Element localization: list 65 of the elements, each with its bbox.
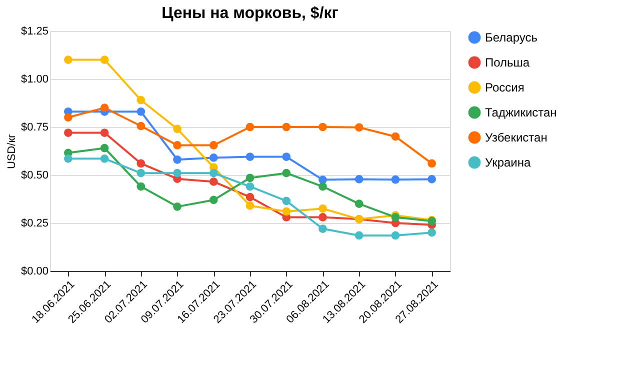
point	[209, 178, 218, 186]
y-axis-title: USD/кг	[6, 134, 18, 170]
point	[209, 141, 218, 150]
point	[354, 200, 364, 208]
legend-label: Беларусь	[485, 30, 538, 44]
y-tick-label: $0.75	[20, 122, 48, 134]
point	[282, 122, 291, 132]
point	[136, 96, 146, 104]
point	[136, 107, 146, 116]
point	[100, 128, 109, 137]
point	[173, 168, 182, 178]
point	[428, 228, 436, 237]
point	[64, 56, 72, 64]
point	[391, 175, 400, 184]
y-tick-label: $1.00	[20, 74, 48, 86]
point	[64, 128, 72, 137]
point	[136, 159, 146, 168]
legend-label: Узбекистан	[485, 130, 548, 144]
point	[354, 231, 364, 240]
point	[100, 56, 109, 64]
point	[173, 124, 182, 134]
point	[428, 175, 436, 184]
y-tick-label: $1.25	[20, 26, 48, 38]
point	[64, 113, 72, 122]
y-tick-label: $0.00	[20, 266, 48, 278]
point	[209, 168, 218, 178]
point	[209, 154, 218, 162]
point	[246, 152, 254, 161]
point	[354, 175, 364, 184]
point	[100, 144, 109, 152]
legend-label: Польша	[485, 56, 530, 70]
point	[282, 207, 291, 216]
point	[246, 182, 254, 191]
legend-label: Россия	[485, 80, 524, 94]
point	[136, 122, 146, 130]
point	[428, 159, 436, 168]
point	[246, 174, 254, 182]
point	[282, 168, 291, 178]
legend-label: Украина	[485, 156, 532, 170]
point	[173, 202, 182, 211]
point	[246, 202, 254, 210]
point	[246, 122, 254, 132]
chart-title: Цены на морковь, $/кг	[162, 5, 339, 22]
point	[318, 204, 327, 213]
point	[391, 231, 400, 240]
point	[64, 154, 72, 163]
point	[136, 182, 146, 191]
legend-label: Таджикистан	[485, 106, 557, 120]
point	[100, 154, 109, 163]
y-tick-label: $0.50	[20, 170, 48, 182]
point	[354, 123, 364, 132]
point	[391, 132, 400, 141]
point	[136, 168, 146, 178]
point	[318, 122, 327, 132]
point	[209, 196, 218, 204]
point	[282, 152, 291, 161]
point	[318, 182, 327, 191]
y-tick-label: $0.25	[20, 218, 48, 230]
point	[100, 104, 109, 112]
point	[246, 192, 254, 202]
point	[173, 141, 182, 150]
point	[318, 213, 327, 222]
point	[173, 155, 182, 164]
point	[282, 196, 291, 206]
point	[318, 224, 327, 233]
